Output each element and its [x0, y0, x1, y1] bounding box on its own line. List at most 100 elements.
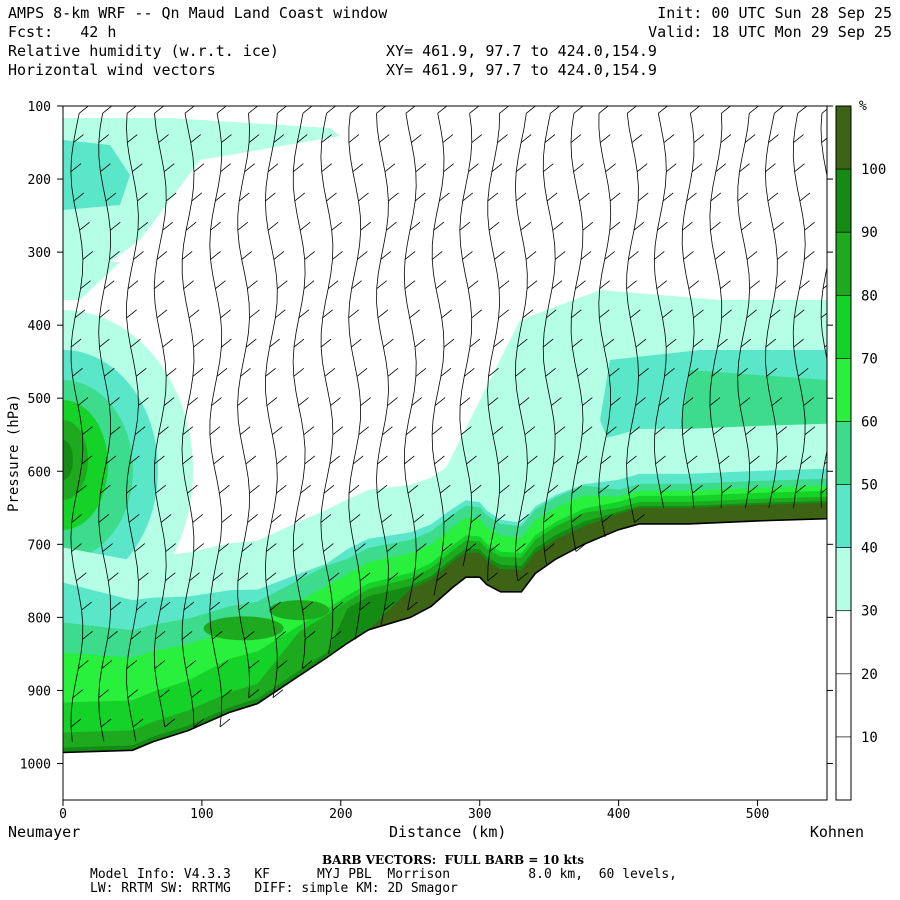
wind-barb: [554, 426, 566, 436]
wind-barb: [265, 192, 276, 202]
wind-barb: [82, 251, 94, 260]
wind-barb: [100, 163, 111, 173]
wind-barb: [744, 134, 756, 143]
wind-barb: [241, 543, 253, 552]
wind-barb: [221, 338, 232, 348]
wind-barb: [404, 455, 415, 465]
wind-barb: [276, 484, 287, 494]
wind-barb: [626, 455, 637, 465]
rh-band-upper-30: [63, 118, 340, 262]
wind-barb: [498, 309, 509, 319]
wind-barb: [82, 630, 93, 640]
wind-barb-column: [626, 113, 639, 523]
wind-barb: [487, 397, 499, 406]
wind-barb: [153, 280, 165, 289]
wind-barb: [660, 484, 672, 494]
wind-barb: [522, 309, 534, 319]
wind-barb: [276, 455, 288, 465]
wind-barb: [299, 221, 311, 231]
wind-barb: [332, 601, 344, 611]
wind-barb: [133, 251, 144, 260]
wind-barb-column: [98, 113, 112, 742]
wind-barb: [302, 601, 313, 611]
wind-barb: [543, 514, 554, 523]
wind-barb: [488, 221, 500, 231]
wind-barb: [414, 192, 426, 202]
wind-barb: [358, 426, 370, 436]
wind-barb: [435, 280, 447, 289]
wind-barb: [126, 660, 137, 669]
wind-barb: [350, 106, 361, 114]
y-tick-label: 900: [28, 684, 51, 699]
wind-barb: [160, 514, 172, 523]
wind-barb: [434, 397, 446, 406]
wind-barb: [633, 221, 645, 231]
wind-barb-column: [126, 113, 139, 742]
wind-barb: [78, 106, 89, 114]
wind-barb: [237, 221, 249, 231]
wind-barb: [79, 221, 90, 231]
wind-barb: [321, 163, 332, 173]
wind-barb: [154, 630, 166, 640]
wind-barb-column: [598, 113, 612, 538]
wind-barb: [355, 543, 366, 552]
x-tick-label: 300: [468, 807, 491, 822]
wind-barb: [576, 455, 588, 465]
wind-barb: [351, 338, 362, 348]
wind-barb: [182, 426, 194, 436]
wind-barb-column: [320, 113, 334, 654]
wind-barb: [162, 221, 173, 231]
wind-barb: [470, 484, 482, 494]
wind-barb: [240, 367, 251, 377]
colorbar-segment: [836, 610, 851, 674]
wind-barb: [414, 338, 426, 348]
wind-barb: [467, 280, 479, 289]
wind-barb: [577, 367, 588, 377]
wind-barb: [666, 163, 677, 173]
wind-barb: [439, 192, 450, 202]
wind-barb: [655, 455, 666, 465]
wind-barb: [654, 251, 665, 260]
wind-barb: [304, 251, 315, 260]
wind-barb: [526, 280, 538, 289]
wind-barb: [221, 134, 232, 143]
wind-barb: [822, 284, 827, 289]
wind-barb: [247, 514, 258, 523]
wind-barb: [323, 543, 334, 552]
wind-barb: [210, 221, 221, 231]
wind-barb: [459, 221, 471, 231]
wind-barb: [747, 484, 759, 494]
wind-barb: [358, 192, 369, 202]
wind-barb: [386, 221, 397, 231]
wind-barb: [407, 484, 419, 494]
rh-pocket-80: [203, 616, 284, 641]
wind-barb: [799, 280, 810, 289]
wind-barb: [78, 660, 89, 669]
wind-barb: [491, 163, 503, 173]
wind-barb: [73, 192, 85, 202]
wind-barb: [721, 484, 733, 494]
wind-barb: [156, 251, 168, 260]
wind-barb: [298, 397, 309, 406]
wind-barb: [520, 134, 532, 143]
wind-barb: [497, 455, 509, 465]
wind-barb: [517, 338, 528, 348]
wind-barb: [129, 455, 140, 465]
wind-barb: [610, 397, 621, 406]
wind-barb: [769, 309, 781, 319]
wind-barb: [599, 134, 611, 143]
wind-barb: [185, 221, 197, 231]
wind-barb: [656, 280, 668, 289]
wind-barb: [210, 251, 221, 260]
wind-barb: [546, 309, 557, 319]
wind-barb: [404, 251, 416, 260]
wind-barb: [383, 338, 394, 348]
wind-barb: [626, 106, 637, 114]
wind-barb: [710, 221, 721, 231]
wind-barb: [405, 426, 417, 436]
wind-barb: [100, 484, 111, 494]
wind-barb: [275, 309, 286, 319]
wind-barb: [269, 338, 280, 348]
wind-barb: [434, 455, 445, 465]
wind-barb: [626, 280, 637, 289]
